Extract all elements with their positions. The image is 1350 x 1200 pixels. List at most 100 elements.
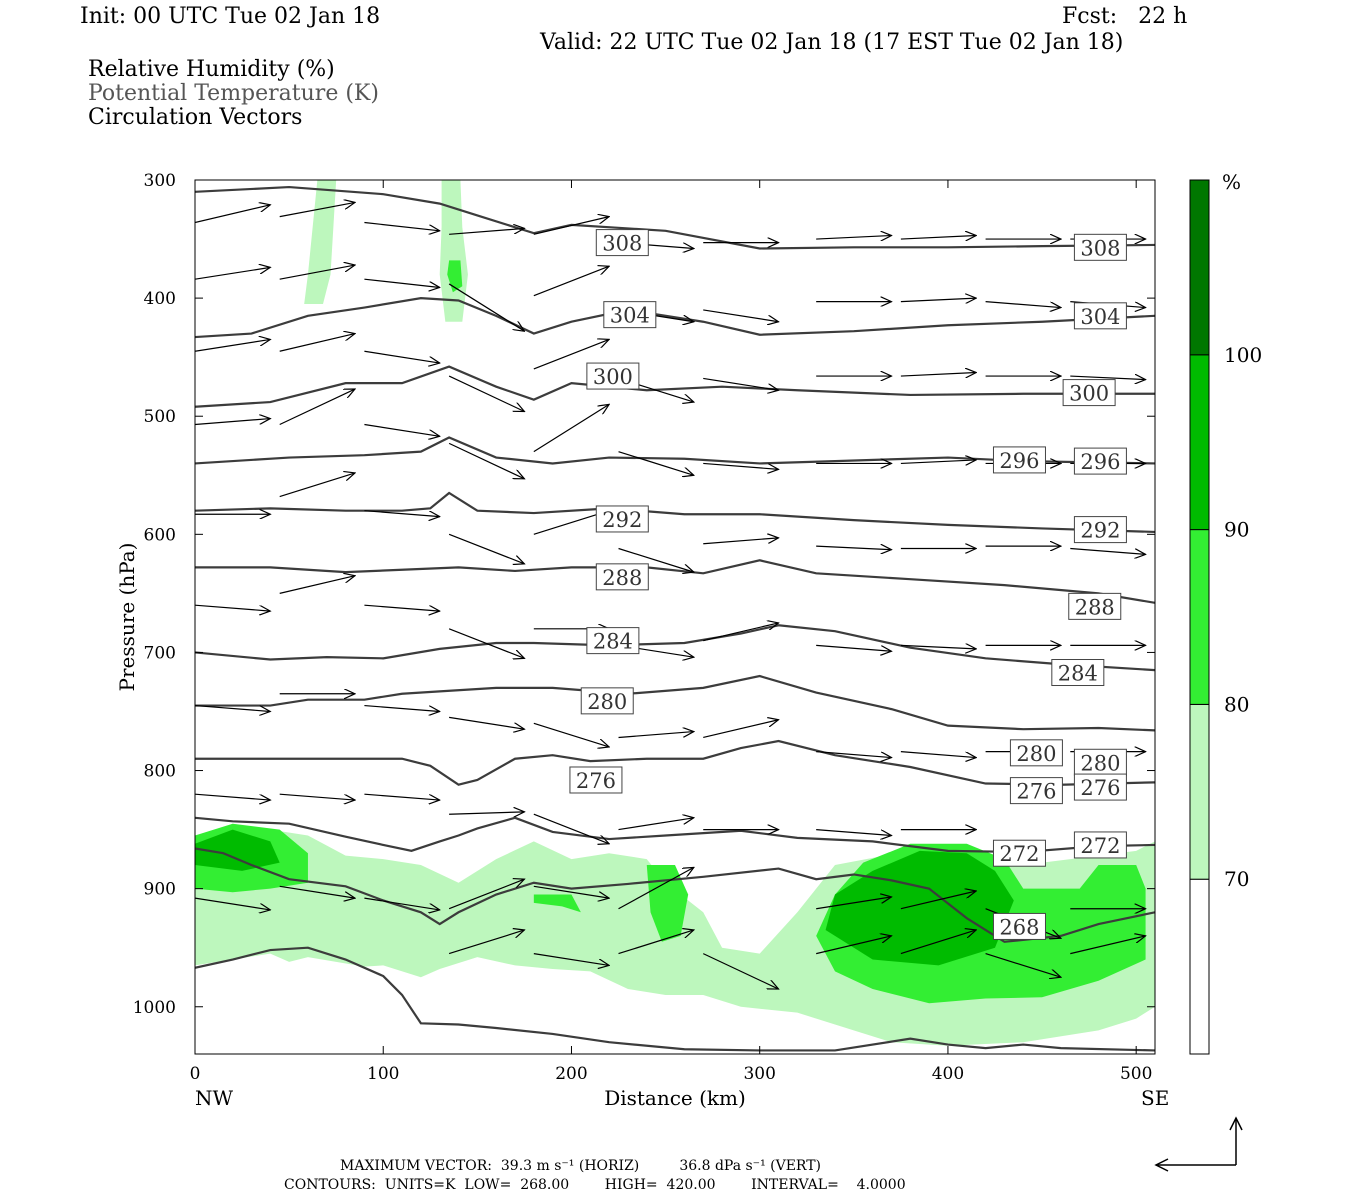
contour-label-296-7: 296 xyxy=(1073,447,1127,475)
y-tick-label-500: 500 xyxy=(144,407,176,427)
rh-region-80-2 xyxy=(533,894,581,913)
circulation-vector-79 xyxy=(364,793,439,800)
circulation-vector-97 xyxy=(533,953,609,966)
circulation-vector-51 xyxy=(816,546,891,550)
circulation-vector-1 xyxy=(279,202,355,218)
circulation-vector-2 xyxy=(364,221,439,231)
contour-label-300-4: 300 xyxy=(586,362,640,390)
theta-contour-280 xyxy=(195,674,1155,732)
circulation-vector-19 xyxy=(900,298,976,302)
theta-contour-264 xyxy=(195,946,1155,1052)
circulation-vector-78 xyxy=(279,793,355,800)
circulation-vector-73 xyxy=(816,751,891,758)
circulation-vector-74 xyxy=(900,751,976,758)
circulation-vector-0 xyxy=(195,205,270,224)
theta-contour-300 xyxy=(195,365,1155,408)
x-end-label-left: NW xyxy=(195,1086,234,1110)
legend-theta: Potential Temperature (K) xyxy=(88,81,379,106)
circulation-vector-12 xyxy=(279,265,355,280)
init-time: Init: 00 UTC Tue 02 Jan 18 xyxy=(80,4,381,29)
circulation-vector-90 xyxy=(533,885,609,898)
contour-label-276-18: 276 xyxy=(1009,777,1063,805)
circulation-vector-84 xyxy=(816,828,891,836)
circulation-vector-39 xyxy=(703,462,778,469)
circulation-vector-87 xyxy=(279,885,355,898)
x-tick-label-100: 100 xyxy=(367,1064,399,1084)
y-tick-label-700: 700 xyxy=(144,643,176,663)
x-end-label-right: SE xyxy=(1141,1086,1169,1110)
theta-contour-276 xyxy=(195,739,1155,786)
x-tick-label-200: 200 xyxy=(555,1064,587,1084)
circulation-vector-32 xyxy=(1070,376,1145,380)
circulation-vector-82 xyxy=(618,818,694,831)
circulation-vector-71 xyxy=(618,732,694,739)
contour-label-288-10: 288 xyxy=(595,563,649,591)
circulation-vector-88 xyxy=(364,897,439,910)
circulation-vector-46 xyxy=(364,510,439,517)
rh-region-80-3 xyxy=(646,865,689,942)
y-tick-label-1000: 1000 xyxy=(133,998,176,1018)
svg-text:300: 300 xyxy=(593,365,633,389)
svg-text:300: 300 xyxy=(1069,382,1109,406)
circulation-vector-23 xyxy=(279,334,355,352)
x-axis-label: Distance (km) xyxy=(604,1086,746,1110)
circulation-vector-41 xyxy=(900,460,976,464)
rh-region-80-9 xyxy=(447,260,463,293)
contour-label-284-13: 284 xyxy=(1051,659,1105,687)
contour-label-308-1: 308 xyxy=(1073,233,1127,261)
rh-fill-layer xyxy=(195,180,1155,1046)
contour-label-300-5: 300 xyxy=(1062,379,1116,407)
svg-text:272: 272 xyxy=(1080,834,1120,858)
circulation-vector-81 xyxy=(533,813,609,844)
svg-text:268: 268 xyxy=(999,915,1039,939)
contour-label-296-6: 296 xyxy=(992,446,1046,474)
contour-label-304-3: 304 xyxy=(1073,302,1127,330)
circulation-vector-45 xyxy=(279,473,355,498)
theta-contour-292 xyxy=(195,491,1155,534)
circulation-vector-57 xyxy=(364,604,439,611)
colorbar-label-90: 90 xyxy=(1224,518,1249,542)
circulation-vector-28 xyxy=(703,377,778,390)
contour-label-276-19: 276 xyxy=(1073,773,1127,801)
circulation-vector-50 xyxy=(703,538,778,545)
theta-contour-272 xyxy=(195,816,1155,854)
circulation-vector-17 xyxy=(703,309,778,322)
circulation-vector-66 xyxy=(195,704,270,712)
circulation-vector-96 xyxy=(448,930,524,955)
circulation-vector-47 xyxy=(448,533,524,564)
circulation-vector-77 xyxy=(195,793,270,800)
circulation-vector-55 xyxy=(195,604,270,611)
theta-contour-284 xyxy=(195,624,1155,672)
circulation-vector-25 xyxy=(448,375,524,411)
contour-label-292-8: 292 xyxy=(595,505,649,533)
circulation-vector-34 xyxy=(279,389,355,426)
contour-label-276-17: 276 xyxy=(569,766,623,794)
circulation-vector-38 xyxy=(618,451,694,476)
svg-text:304: 304 xyxy=(1080,305,1120,329)
circulation-vector-98 xyxy=(618,930,694,955)
colorbar-segment-0 xyxy=(1189,878,1210,1055)
circulation-vector-69 xyxy=(449,716,524,729)
circulation-vector-86 xyxy=(195,897,270,910)
footer-contours: CONTOURS: UNITS=K LOW= 268.00 HIGH= 420.… xyxy=(284,1177,906,1193)
circulation-vector-30 xyxy=(900,373,976,377)
colorbar-label-80: 80 xyxy=(1224,692,1249,716)
circulation-vector-3 xyxy=(449,228,524,235)
svg-text:280: 280 xyxy=(1016,742,1056,766)
circulation-vector-103 xyxy=(1070,936,1145,955)
colorbar-segment-4 xyxy=(1189,179,1210,356)
circulation-vector-7 xyxy=(816,236,891,240)
forecast-hour: Fcst: 22 h xyxy=(1062,4,1188,29)
circulation-vector-93 xyxy=(900,891,976,910)
svg-text:280: 280 xyxy=(587,690,627,714)
axes: 0 100 200 300 400 500 300 400 500 600 700 800 900 100… xyxy=(133,171,1155,1084)
contour-label-280-14: 280 xyxy=(580,687,634,715)
circulation-vector-80 xyxy=(449,812,524,814)
circulation-vector-56 xyxy=(279,576,355,594)
circulation-vector-35 xyxy=(364,423,439,436)
circulation-vector-26 xyxy=(533,339,609,370)
circulation-vector-8 xyxy=(900,236,976,240)
y-tick-label-900: 900 xyxy=(144,880,176,900)
rh-region-70-7 xyxy=(304,180,337,305)
circulation-vector-61 xyxy=(703,623,778,642)
